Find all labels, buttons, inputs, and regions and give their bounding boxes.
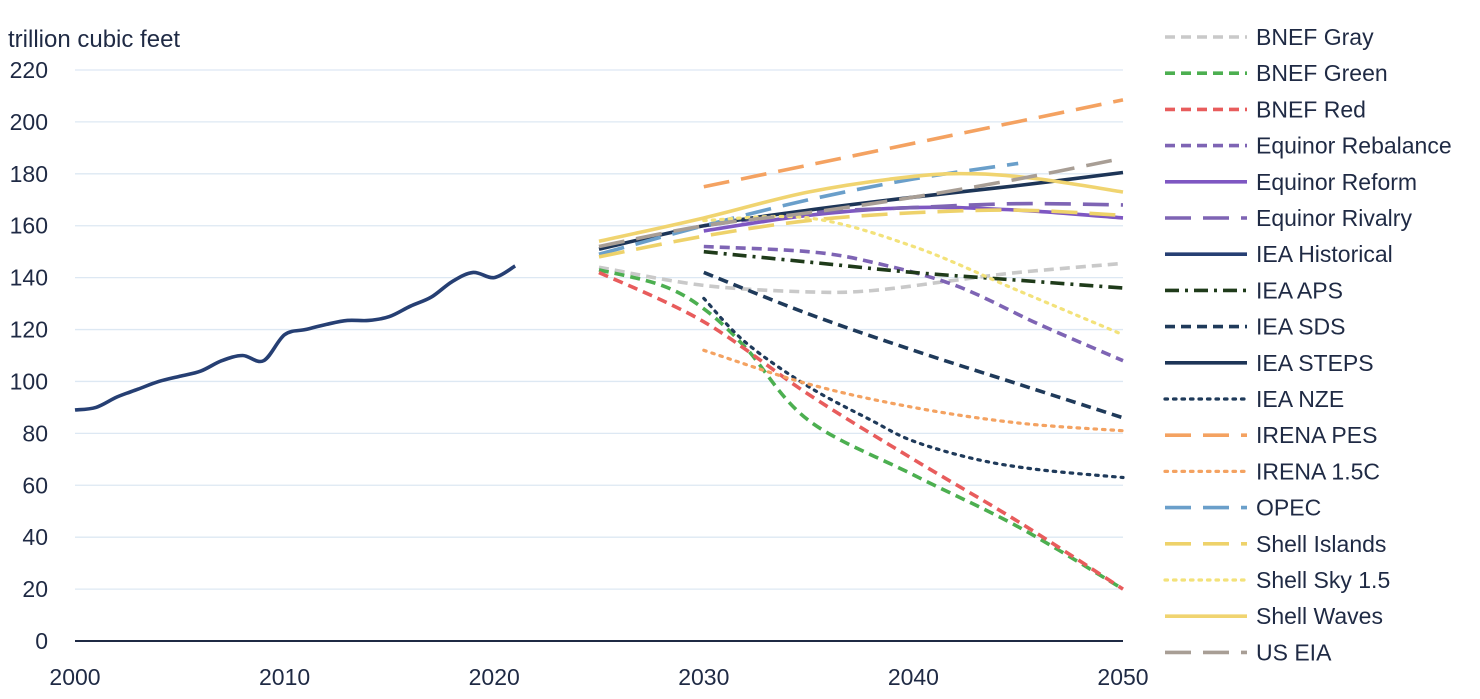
x-tick-label: 2030 bbox=[678, 664, 729, 690]
legend-label: BNEF Green bbox=[1256, 60, 1388, 86]
legend-item-irena-1-5c: IRENA 1.5C bbox=[1163, 458, 1380, 484]
series-line-bnef-red bbox=[598, 270, 1124, 591]
legend-label: IEA SDS bbox=[1256, 314, 1345, 340]
legend-label: IEA NZE bbox=[1256, 386, 1344, 412]
y-tick-label: 120 bbox=[10, 317, 48, 343]
legend-item-shell-islands: Shell Islands bbox=[1165, 531, 1386, 557]
y-tick-label: 160 bbox=[10, 213, 48, 239]
x-tick-label: 2000 bbox=[49, 664, 100, 690]
legend-item-equinor-reform: Equinor Reform bbox=[1165, 169, 1417, 195]
series-lines bbox=[74, 98, 1125, 591]
series-line-iea-aps bbox=[703, 249, 1124, 290]
legend-label: Equinor Rebalance bbox=[1256, 133, 1452, 159]
legend-item-iea-aps: IEA APS bbox=[1165, 277, 1343, 303]
y-tick-label: 60 bbox=[22, 472, 48, 498]
series-line-shell-islands bbox=[598, 208, 1124, 259]
series-line-us-eia bbox=[598, 156, 1124, 249]
series-line-iea-sds bbox=[703, 270, 1124, 420]
legend-item-equinor-rivalry: Equinor Rivalry bbox=[1165, 205, 1412, 231]
y-tick-label: 200 bbox=[10, 109, 48, 135]
series-line-irena-pes bbox=[703, 98, 1124, 189]
series-line-equinor-rebalance bbox=[703, 244, 1124, 363]
legend-label: IEA Historical bbox=[1256, 241, 1393, 267]
y-tick-label: 220 bbox=[10, 57, 48, 83]
legend-label: Equinor Reform bbox=[1256, 169, 1417, 195]
legend-label: Equinor Rivalry bbox=[1256, 205, 1412, 231]
x-tick-label: 2050 bbox=[1097, 664, 1148, 690]
y-tick-label: 100 bbox=[10, 368, 48, 394]
legend-label: Shell Islands bbox=[1256, 531, 1386, 557]
series-line-irena-1-5c bbox=[702, 348, 1125, 433]
legend-label: US EIA bbox=[1256, 639, 1332, 665]
legend-item-iea-sds: IEA SDS bbox=[1165, 314, 1345, 340]
legend-label: BNEF Gray bbox=[1256, 24, 1374, 50]
legend-item-iea-nze: IEA NZE bbox=[1163, 386, 1344, 412]
legend-item-iea-steps: IEA STEPS bbox=[1165, 350, 1374, 376]
y-axis-title: trillion cubic feet bbox=[8, 26, 180, 53]
legend-item-equinor-rebalance: Equinor Rebalance bbox=[1165, 133, 1452, 159]
series-line-iea-historical bbox=[74, 264, 517, 412]
series-line-shell-waves bbox=[598, 171, 1124, 244]
series-line-shell-sky-1-5 bbox=[702, 214, 1125, 337]
y-tick-label: 140 bbox=[10, 265, 48, 291]
x-tick-label: 2010 bbox=[259, 664, 310, 690]
legend-label: BNEF Red bbox=[1256, 96, 1366, 122]
legend-label: Shell Waves bbox=[1256, 603, 1383, 629]
y-tick-label: 180 bbox=[10, 161, 48, 187]
legend-item-irena-pes: IRENA PES bbox=[1165, 422, 1377, 448]
legend-label: IRENA 1.5C bbox=[1256, 458, 1380, 484]
legend-item-bnef-gray: BNEF Gray bbox=[1165, 24, 1374, 50]
y-tick-label: 0 bbox=[35, 628, 48, 654]
legend-label: IEA APS bbox=[1256, 277, 1343, 303]
legend-label: OPEC bbox=[1256, 495, 1321, 521]
x-tick-label: 2040 bbox=[888, 664, 939, 690]
legend-item-opec: OPEC bbox=[1165, 495, 1321, 521]
series-line-bnef-gray bbox=[598, 261, 1124, 295]
legend-item-bnef-green: BNEF Green bbox=[1165, 60, 1388, 86]
y-tick-label: 40 bbox=[22, 524, 48, 550]
gridlines bbox=[75, 69, 1123, 590]
y-tick-label: 80 bbox=[22, 420, 48, 446]
legend: BNEF Gray BNEF Green BNEF Red Equinor Rebal… bbox=[1163, 24, 1452, 665]
legend-item-us-eia: US EIA bbox=[1165, 639, 1332, 665]
series-line-iea-nze bbox=[702, 296, 1125, 480]
series-line-bnef-green bbox=[598, 268, 1124, 591]
series-line-equinor-rivalry bbox=[703, 201, 1124, 228]
legend-item-bnef-red: BNEF Red bbox=[1165, 96, 1366, 122]
legend-item-iea-historical: IEA Historical bbox=[1165, 241, 1393, 267]
legend-label: IRENA PES bbox=[1256, 422, 1377, 448]
x-tick-label: 2020 bbox=[469, 664, 520, 690]
legend-item-shell-sky-1-5: Shell Sky 1.5 bbox=[1163, 567, 1390, 593]
y-tick-label: 20 bbox=[22, 576, 48, 602]
legend-label: IEA STEPS bbox=[1256, 350, 1374, 376]
legend-label: Shell Sky 1.5 bbox=[1256, 567, 1390, 593]
legend-item-shell-waves: Shell Waves bbox=[1165, 603, 1383, 629]
